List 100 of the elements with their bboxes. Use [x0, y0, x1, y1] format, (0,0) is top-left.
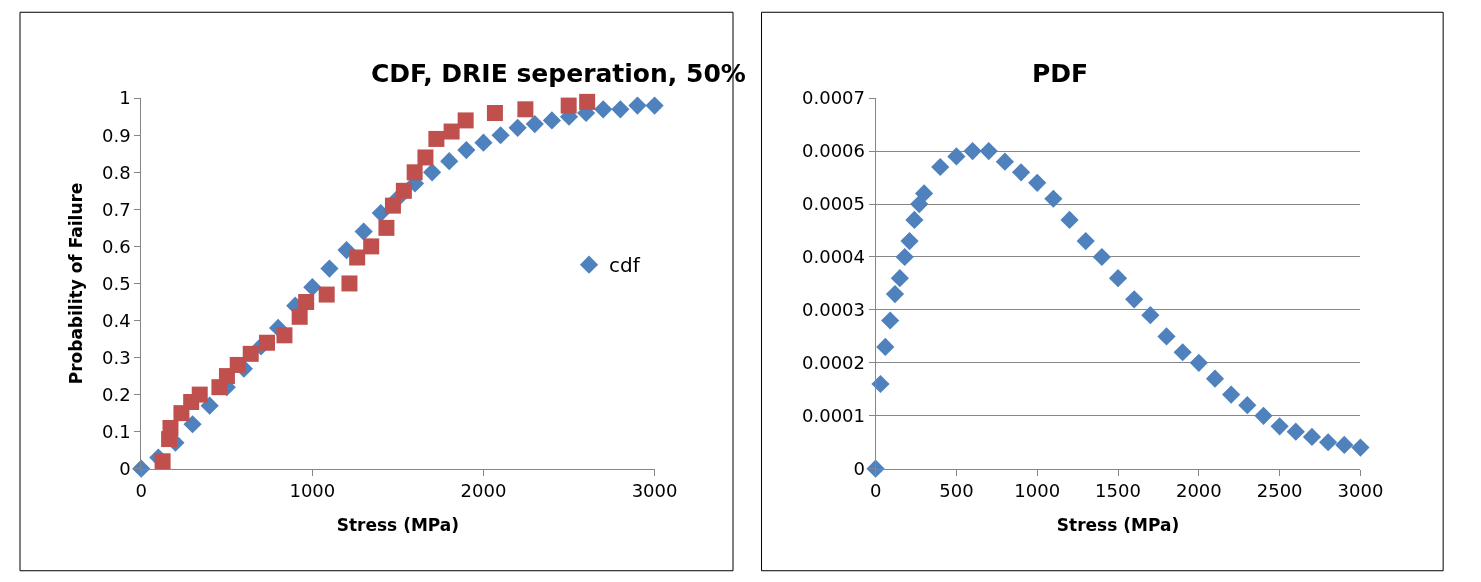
x-tick-label: 1000 [1014, 480, 1061, 502]
point [895, 247, 914, 267]
point [1270, 417, 1289, 436]
point [428, 130, 445, 147]
x-tick-label: 1500 [1095, 480, 1141, 502]
x-tick-label: 2500 [1256, 480, 1303, 502]
x-tick-label: 0 [135, 480, 147, 502]
point [517, 101, 534, 118]
y-tick-label: 1 [119, 87, 131, 109]
point [258, 334, 275, 351]
chart-title: PDF [1032, 59, 1089, 88]
x-tick-label: 0 [869, 480, 882, 502]
point [1335, 435, 1354, 454]
y-tick-label: 0.2 [101, 383, 131, 405]
point [1351, 438, 1370, 457]
y-tick-label: 0.4 [101, 309, 131, 331]
point [525, 115, 544, 134]
point [1011, 163, 1031, 182]
point [349, 249, 366, 266]
point [363, 238, 380, 255]
y-tick-label: 0.6 [101, 235, 131, 257]
point [423, 163, 442, 182]
point [1254, 406, 1273, 425]
point [1238, 396, 1257, 415]
y-tick-label: 0.0003 [802, 299, 865, 321]
chart-title: CDF, DRIE seperation, 50% [371, 59, 746, 88]
point [579, 93, 596, 110]
point [384, 197, 401, 214]
y-tick-label: 0.5 [101, 272, 131, 294]
y-tick-label: 0.8 [101, 161, 131, 183]
point [341, 275, 358, 292]
point [905, 210, 924, 230]
x-tick-label: 2000 [460, 480, 507, 502]
point [1319, 433, 1338, 452]
point [276, 327, 293, 344]
point [191, 386, 208, 403]
x-axis-title: Stress (MPa) [1056, 514, 1180, 535]
point [1157, 327, 1176, 346]
y-tick-label: 0.0005 [802, 193, 865, 215]
point [395, 182, 412, 199]
point [1222, 385, 1241, 404]
point [200, 396, 219, 415]
point [931, 157, 950, 177]
y-tick-label: 0.1 [101, 420, 131, 442]
point [229, 356, 246, 373]
point [914, 184, 934, 203]
point [611, 100, 630, 119]
point [417, 149, 434, 166]
y-tick-label: 0.0001 [802, 405, 865, 427]
point [491, 126, 510, 145]
point [881, 311, 900, 330]
point [979, 142, 998, 161]
x-axis-title: Stress (MPa) [336, 514, 460, 535]
point [457, 140, 476, 160]
y-tick-label: 0.3 [101, 346, 131, 368]
point [183, 415, 202, 434]
point [1205, 369, 1225, 388]
y-tick-label: 0 [853, 458, 865, 480]
point [1125, 290, 1144, 309]
point [890, 269, 909, 288]
point [885, 284, 905, 304]
point [560, 97, 577, 114]
point [486, 105, 503, 121]
point [154, 453, 171, 470]
point [1189, 353, 1208, 372]
point [474, 133, 493, 152]
y-axis-title: Probability of Failure [65, 182, 86, 385]
y-tick-label: 0 [119, 458, 131, 480]
point [508, 118, 527, 137]
point [303, 278, 322, 297]
point [963, 142, 982, 161]
point [1092, 247, 1111, 267]
y-tick-label: 0.9 [101, 124, 131, 146]
x-tick-label: 2000 [1175, 480, 1222, 502]
point [443, 123, 460, 140]
point [1286, 422, 1305, 441]
point [320, 259, 339, 278]
point [628, 96, 647, 115]
point [354, 222, 373, 241]
point [1302, 427, 1322, 447]
y-tick-label: 0.0006 [802, 140, 865, 162]
point [318, 286, 335, 303]
point [218, 368, 235, 385]
point [1060, 210, 1079, 230]
point [1044, 189, 1063, 208]
point [947, 147, 966, 166]
point [378, 219, 395, 236]
y-tick-label: 0.0004 [802, 246, 865, 268]
y-tick-label: 0.7 [101, 198, 131, 220]
point [162, 419, 179, 436]
point [291, 308, 308, 325]
point [900, 232, 919, 251]
x-tick-label: 500 [939, 480, 974, 502]
point [594, 100, 613, 119]
point [995, 152, 1014, 171]
x-tick-label: 3000 [631, 480, 678, 502]
point [242, 345, 259, 362]
y-tick-label: 0.0007 [802, 87, 865, 109]
point [645, 96, 664, 115]
point [1108, 269, 1128, 288]
